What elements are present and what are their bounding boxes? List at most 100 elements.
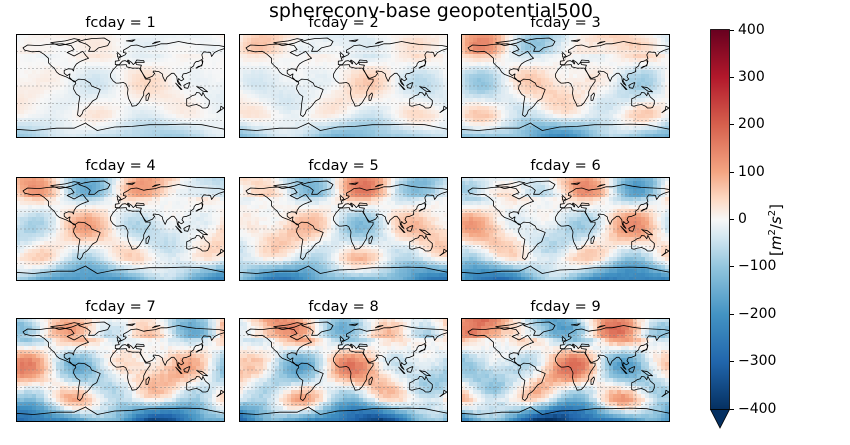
map-field [461, 34, 670, 138]
coastline [296, 362, 324, 401]
coastline [333, 207, 374, 250]
coastline [110, 348, 151, 391]
colorbar-tick-mark [730, 361, 734, 363]
coastline [561, 336, 567, 342]
coastline [620, 225, 628, 233]
coastline [245, 327, 312, 367]
coastline [375, 184, 384, 188]
coastline [195, 59, 204, 69]
coastline [239, 406, 448, 422]
panel-title: fcday = 1 [85, 15, 156, 31]
coastline [333, 348, 374, 391]
coastline [555, 207, 596, 250]
map-field [16, 34, 225, 138]
coastline [661, 105, 670, 113]
coastline [50, 38, 81, 46]
coastline [73, 221, 101, 260]
coastline [570, 323, 581, 326]
coastline [368, 376, 373, 385]
coastline [419, 370, 431, 377]
colorbar [710, 29, 730, 429]
coastline [467, 43, 534, 83]
coastline [50, 322, 81, 330]
coastline [348, 182, 359, 185]
coastline [409, 92, 433, 109]
coastline [590, 376, 595, 385]
coastline [439, 389, 448, 397]
coastline [110, 207, 151, 250]
coastline [561, 195, 567, 201]
coastline [348, 39, 359, 42]
coastline [186, 92, 210, 109]
coastline [239, 122, 448, 138]
map-field [239, 34, 448, 138]
coastline [145, 376, 150, 385]
coastline [116, 52, 122, 58]
coastline [620, 366, 628, 374]
coastline [22, 43, 89, 83]
colorbar-tick-label: 400 [738, 21, 765, 38]
coastline [245, 43, 312, 83]
coastline [78, 37, 111, 52]
coastline [183, 82, 190, 89]
coastline [375, 325, 384, 329]
coastline [186, 376, 210, 393]
panel-title: fcday = 3 [530, 15, 601, 31]
panel-title: fcday = 2 [308, 15, 379, 31]
coastline [640, 202, 649, 212]
coastline [114, 184, 225, 229]
colorbar-tick-label: 100 [738, 163, 765, 180]
coastline [523, 180, 556, 195]
coastline [152, 41, 161, 45]
panel-title: fcday = 5 [308, 158, 379, 174]
coastline [661, 389, 670, 397]
coastline [398, 82, 406, 90]
coastline [301, 37, 334, 52]
map-panel: fcday = 4 [16, 158, 225, 281]
coastline [597, 184, 606, 188]
coastline [439, 248, 448, 256]
coastline [631, 92, 655, 109]
coastline [559, 325, 670, 370]
coastline [641, 86, 653, 93]
coastline [628, 225, 635, 232]
coastline [555, 348, 596, 391]
coastline [301, 180, 334, 195]
coastline [628, 366, 635, 373]
coastline [631, 235, 655, 252]
coastline [125, 39, 136, 42]
coastline [337, 41, 448, 86]
coastline [195, 343, 204, 353]
coastline [398, 225, 406, 233]
coastline [73, 362, 101, 401]
coastline [125, 323, 136, 326]
colorbar-tick-mark [730, 219, 734, 220]
coastline [406, 82, 413, 89]
coastline [73, 78, 101, 117]
coastline [570, 39, 581, 42]
coastline [175, 225, 183, 233]
coastline [339, 195, 345, 201]
coastline [368, 92, 373, 101]
map-panel: fcday = 2 [239, 15, 448, 138]
coastline [175, 82, 183, 90]
coastline [620, 82, 628, 90]
coastline [661, 248, 670, 256]
coastline [559, 184, 670, 229]
colorbar-label: [m2/s2] [767, 204, 785, 256]
coastline [16, 406, 225, 422]
coastline [597, 41, 606, 45]
coastline [216, 105, 225, 113]
coastline [114, 41, 225, 86]
coastline [216, 389, 225, 397]
map-panel: fcday = 8 [239, 299, 448, 422]
panel-title: fcday = 7 [85, 299, 156, 315]
coastline [467, 327, 534, 367]
coastline [495, 181, 526, 189]
coastline [597, 325, 606, 329]
coastline [22, 327, 89, 367]
colorbar-tick-label: −100 [738, 258, 777, 275]
map-panel: fcday = 7 [16, 299, 225, 422]
map-field [461, 177, 670, 281]
coastline [16, 122, 225, 138]
